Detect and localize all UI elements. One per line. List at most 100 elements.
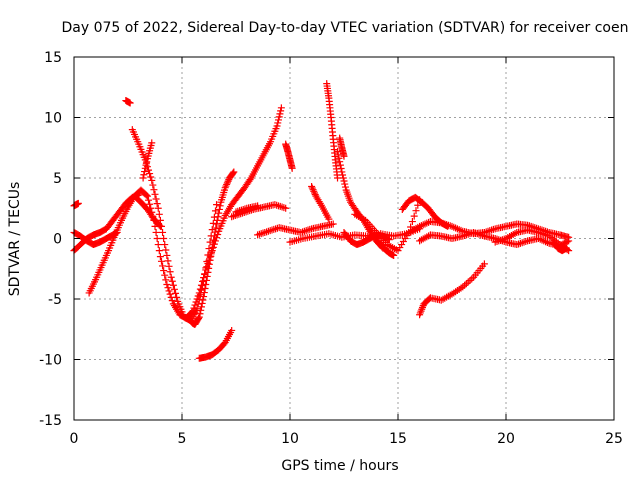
data-point bbox=[168, 297, 176, 305]
data-point bbox=[152, 228, 160, 236]
y-tick-label: 10 bbox=[44, 111, 62, 127]
series-s22 bbox=[372, 237, 398, 259]
data-point bbox=[209, 240, 217, 248]
data-point bbox=[160, 235, 168, 242]
data-point bbox=[198, 299, 206, 307]
data-point bbox=[200, 289, 208, 297]
data-point bbox=[157, 257, 165, 265]
data-point bbox=[159, 262, 167, 270]
data-point bbox=[223, 180, 231, 188]
series-s9 bbox=[187, 168, 238, 328]
data-point bbox=[341, 180, 349, 188]
data-point bbox=[163, 251, 171, 259]
data-point bbox=[154, 241, 162, 249]
data-point bbox=[126, 99, 134, 107]
data-point bbox=[173, 293, 181, 301]
data-point bbox=[143, 158, 151, 166]
data-point bbox=[334, 147, 342, 155]
series-s16 bbox=[308, 182, 333, 223]
axis-ticks bbox=[73, 56, 615, 421]
data-point bbox=[150, 186, 158, 194]
data-point bbox=[340, 152, 348, 160]
data-point bbox=[221, 184, 229, 192]
data-point bbox=[565, 237, 573, 245]
data-point bbox=[143, 192, 151, 200]
x-axis-label: GPS time / hours bbox=[281, 458, 398, 474]
data-point bbox=[195, 314, 203, 322]
data-point bbox=[215, 205, 223, 213]
data-point bbox=[161, 241, 169, 249]
data-point bbox=[309, 186, 317, 194]
data-point bbox=[211, 228, 219, 236]
data-point bbox=[168, 277, 176, 285]
data-point bbox=[170, 285, 178, 293]
data-point bbox=[197, 303, 205, 311]
data-point bbox=[277, 107, 285, 115]
data-point bbox=[160, 267, 168, 275]
data-point bbox=[156, 253, 164, 261]
series-s3 bbox=[70, 228, 121, 249]
data-point bbox=[159, 228, 167, 236]
data-point bbox=[563, 238, 571, 246]
data-point bbox=[210, 236, 218, 244]
data-point bbox=[148, 139, 156, 147]
data-point bbox=[196, 310, 204, 318]
data-point bbox=[203, 272, 211, 280]
data-point bbox=[336, 158, 344, 166]
data-point bbox=[414, 201, 422, 209]
x-tick-label: 10 bbox=[281, 431, 299, 447]
data-point bbox=[282, 204, 290, 212]
data-point bbox=[288, 164, 296, 172]
data-point bbox=[167, 273, 175, 281]
data-point bbox=[275, 113, 283, 121]
data-point bbox=[195, 295, 203, 303]
data-point bbox=[210, 232, 218, 240]
data-point bbox=[277, 104, 285, 112]
data-point bbox=[329, 220, 337, 228]
data-point bbox=[153, 200, 161, 208]
data-point bbox=[325, 215, 333, 223]
data-point bbox=[166, 290, 174, 298]
data-point bbox=[201, 285, 209, 293]
data-point bbox=[222, 182, 230, 190]
data-point bbox=[224, 177, 232, 185]
data-point bbox=[164, 257, 172, 265]
data-point bbox=[339, 171, 347, 179]
y-tick-label: 15 bbox=[44, 50, 62, 66]
data-point bbox=[139, 174, 147, 182]
data-point bbox=[206, 256, 214, 264]
data-point bbox=[147, 173, 155, 181]
data-point bbox=[193, 305, 201, 313]
data-point bbox=[310, 189, 318, 197]
series-s6 bbox=[128, 126, 221, 325]
data-point bbox=[164, 284, 172, 292]
x-tick-label: 5 bbox=[178, 431, 187, 447]
data-point bbox=[202, 276, 210, 284]
series-s23 bbox=[398, 193, 452, 230]
series-s13 bbox=[254, 220, 337, 239]
data-point bbox=[162, 276, 170, 284]
series-s28 bbox=[550, 238, 570, 255]
data-point bbox=[155, 210, 163, 218]
data-point bbox=[337, 165, 345, 173]
data-point bbox=[308, 182, 316, 190]
data-point bbox=[208, 248, 216, 256]
data-point bbox=[310, 187, 318, 195]
series-s19 bbox=[336, 134, 348, 160]
data-point bbox=[209, 219, 217, 227]
data-point bbox=[169, 281, 177, 289]
tick-labels: 0 5 10 15 20 25 -15 -10 -5 0 5 10 15 bbox=[39, 50, 623, 447]
data-point bbox=[214, 213, 222, 221]
y-tick-label: -5 bbox=[48, 292, 62, 308]
data-point bbox=[191, 301, 199, 309]
data-point bbox=[308, 184, 316, 192]
data-point bbox=[223, 179, 231, 187]
data-point bbox=[205, 260, 213, 268]
x-tick-label: 15 bbox=[389, 431, 407, 447]
data-point bbox=[228, 326, 236, 334]
series-s14 bbox=[282, 140, 296, 172]
data-point bbox=[165, 262, 173, 270]
data-point bbox=[161, 271, 169, 279]
data-point bbox=[254, 202, 262, 210]
data-point bbox=[215, 209, 223, 217]
